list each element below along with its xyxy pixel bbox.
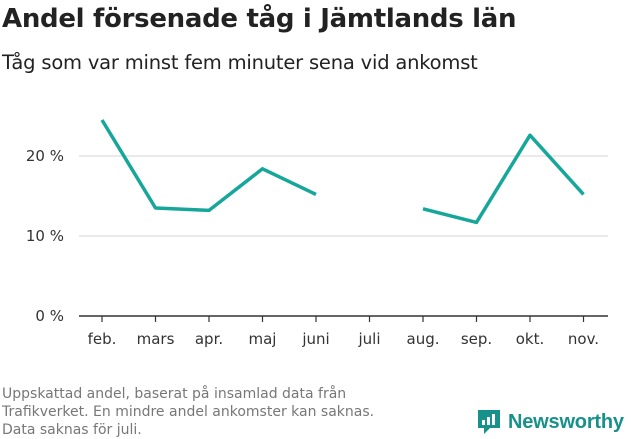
x-tick-label: nov. bbox=[568, 330, 599, 348]
x-tick-label: maj bbox=[249, 330, 277, 348]
series-line-segment bbox=[100, 119, 317, 213]
x-axis-ticks: feb. mars apr. maj juni juli aug. sep. okt. nov. bbox=[88, 316, 599, 348]
x-tick-label: feb. bbox=[88, 330, 117, 348]
x-tick-label: okt. bbox=[516, 330, 545, 348]
x-tick-label: apr. bbox=[195, 330, 223, 348]
y-tick-label: 10 % bbox=[26, 227, 64, 245]
gridlines bbox=[79, 155, 608, 317]
footnote-line-2: Trafikverket. En mindre andel ankomster … bbox=[2, 404, 375, 420]
brand-logo: Newsworthy bbox=[476, 405, 624, 439]
chart-subtitle: Tåg som var minst fem minuter sena vid a… bbox=[2, 51, 478, 74]
footnote: Uppskattad andel, baserat på insamlad da… bbox=[2, 385, 442, 439]
x-tick-label: juni bbox=[301, 330, 329, 348]
brand-name: Newsworthy bbox=[508, 410, 624, 433]
x-tick-label: mars bbox=[137, 330, 175, 348]
y-tick-label: 20 % bbox=[26, 147, 64, 165]
chart-title: Andel försenade tåg i Jämtlands län bbox=[2, 4, 517, 34]
x-tick-label: aug. bbox=[407, 330, 440, 348]
footnote-line-1: Uppskattad andel, baserat på insamlad da… bbox=[2, 386, 347, 402]
x-tick-label: sep. bbox=[461, 330, 492, 348]
y-tick-label: 0 % bbox=[35, 307, 64, 325]
y-axis-ticks: 0 % 10 % 20 % bbox=[26, 147, 64, 325]
newsworthy-logo-icon bbox=[478, 410, 500, 434]
series-line bbox=[100, 119, 585, 225]
footnote-line-3: Data saknas för juli. bbox=[2, 422, 142, 438]
series-line-segment bbox=[422, 133, 585, 225]
x-tick-label: juli bbox=[357, 330, 380, 348]
